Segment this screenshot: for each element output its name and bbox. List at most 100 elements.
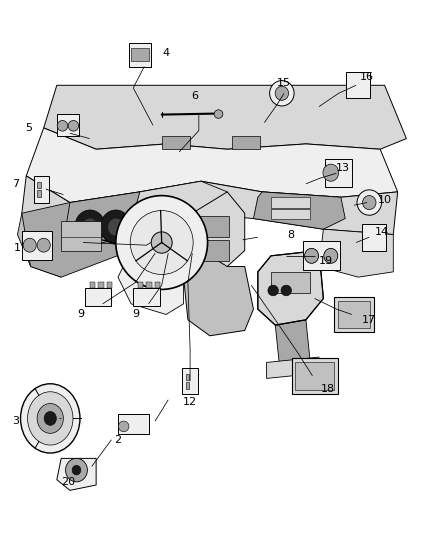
Text: 6: 6 — [191, 91, 198, 101]
Ellipse shape — [44, 411, 56, 425]
Ellipse shape — [23, 238, 36, 252]
Polygon shape — [22, 203, 131, 277]
Bar — [199, 240, 229, 261]
Bar — [146, 282, 152, 288]
Bar — [37, 182, 41, 188]
Bar — [37, 190, 41, 197]
Bar — [131, 48, 149, 61]
Polygon shape — [135, 181, 227, 213]
Ellipse shape — [37, 238, 50, 252]
Polygon shape — [184, 245, 253, 336]
Bar — [292, 358, 337, 394]
Polygon shape — [253, 192, 345, 229]
Ellipse shape — [268, 285, 278, 296]
Bar — [199, 216, 229, 237]
Bar — [22, 230, 52, 260]
Bar — [302, 241, 340, 271]
Text: 20: 20 — [61, 478, 75, 487]
Text: 2: 2 — [114, 435, 121, 445]
Bar — [133, 288, 160, 306]
Text: 4: 4 — [163, 49, 170, 58]
Bar — [98, 282, 104, 288]
Bar — [325, 159, 352, 187]
Bar — [118, 414, 149, 434]
Text: 16: 16 — [360, 72, 374, 82]
Bar — [186, 382, 189, 389]
Ellipse shape — [28, 392, 73, 445]
Bar — [107, 282, 112, 288]
Ellipse shape — [75, 210, 105, 244]
Ellipse shape — [68, 120, 79, 131]
Bar — [34, 176, 49, 203]
Text: 18: 18 — [321, 384, 335, 394]
Bar — [138, 282, 143, 288]
Polygon shape — [267, 357, 319, 378]
Ellipse shape — [108, 219, 124, 236]
Bar — [129, 43, 151, 67]
Text: 12: 12 — [183, 398, 197, 407]
Ellipse shape — [281, 285, 291, 296]
Ellipse shape — [82, 219, 98, 236]
Polygon shape — [319, 229, 393, 277]
Ellipse shape — [214, 110, 223, 118]
Polygon shape — [44, 85, 406, 149]
Text: 1: 1 — [14, 243, 21, 253]
Ellipse shape — [357, 190, 382, 215]
Ellipse shape — [101, 210, 131, 244]
Ellipse shape — [275, 86, 288, 100]
Ellipse shape — [305, 248, 319, 263]
Ellipse shape — [323, 164, 339, 181]
Ellipse shape — [130, 211, 193, 274]
Bar — [346, 72, 371, 98]
Text: 19: 19 — [319, 256, 333, 266]
Text: 15: 15 — [277, 78, 291, 87]
Polygon shape — [66, 192, 140, 245]
Bar — [362, 224, 386, 251]
Text: 17: 17 — [362, 315, 376, 325]
Bar — [186, 374, 189, 380]
Bar — [271, 272, 310, 293]
Text: 8: 8 — [287, 230, 294, 239]
Polygon shape — [192, 192, 245, 266]
Bar — [61, 221, 101, 251]
Text: 14: 14 — [375, 227, 389, 237]
Polygon shape — [118, 251, 184, 314]
Ellipse shape — [270, 80, 294, 106]
Ellipse shape — [57, 120, 68, 131]
Text: 9: 9 — [132, 310, 139, 319]
Bar — [232, 136, 260, 149]
Text: 9: 9 — [77, 310, 84, 319]
Polygon shape — [57, 458, 96, 490]
Bar — [271, 197, 310, 208]
Polygon shape — [118, 213, 192, 256]
Ellipse shape — [324, 248, 338, 263]
Polygon shape — [17, 213, 61, 277]
Bar — [338, 302, 370, 327]
Bar — [295, 362, 334, 390]
Ellipse shape — [116, 196, 208, 289]
Text: 13: 13 — [336, 163, 350, 173]
Bar — [271, 209, 310, 219]
Polygon shape — [26, 128, 398, 203]
Text: 7: 7 — [12, 179, 19, 189]
Text: 5: 5 — [25, 123, 32, 133]
Bar — [334, 297, 374, 332]
Bar — [90, 282, 95, 288]
Bar — [182, 368, 198, 394]
Bar — [57, 114, 79, 136]
Ellipse shape — [66, 458, 87, 482]
Ellipse shape — [151, 232, 172, 253]
Ellipse shape — [363, 196, 376, 209]
Polygon shape — [275, 320, 310, 368]
Ellipse shape — [72, 465, 81, 475]
Bar — [155, 282, 160, 288]
Ellipse shape — [118, 421, 129, 432]
Ellipse shape — [37, 403, 63, 433]
Bar — [85, 288, 111, 306]
Bar — [162, 136, 190, 149]
Polygon shape — [22, 176, 398, 235]
Text: 10: 10 — [378, 195, 392, 205]
Ellipse shape — [21, 384, 80, 453]
Text: 3: 3 — [12, 416, 19, 426]
Polygon shape — [258, 251, 323, 325]
